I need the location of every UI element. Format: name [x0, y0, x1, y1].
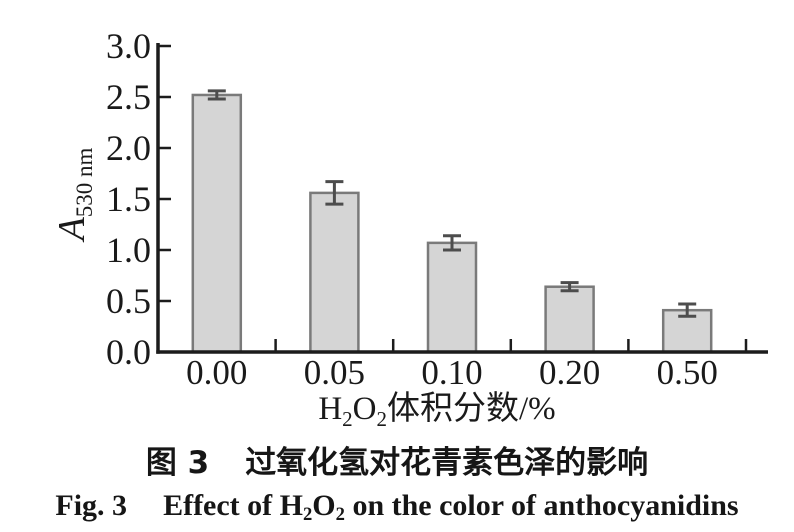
- y-tick-label-1.0: 1.0: [106, 230, 151, 270]
- y-tick-label-2.0: 2.0: [106, 128, 151, 168]
- bar-0.20: [544, 285, 595, 354]
- y-tick-label-0.5: 0.5: [106, 281, 151, 321]
- x-tick-label-0.00: 0.00: [186, 353, 247, 392]
- y-tick-label-2.5: 2.5: [106, 77, 151, 117]
- x-tick-label-0.05: 0.05: [304, 353, 365, 392]
- x-tick-label-0.10: 0.10: [421, 353, 482, 392]
- y-tick-label-3.0: 3.0: [106, 26, 151, 66]
- y-tick-label-0.0: 0.0: [106, 332, 151, 372]
- y-axis-title: A530 nm: [51, 147, 97, 243]
- caption-text: Effect of H: [163, 489, 303, 522]
- y-tick-label-1.5: 1.5: [106, 179, 151, 219]
- x-axis-title: H2O2体积分数/%: [318, 390, 555, 430]
- caption-text: Fig. 3: [55, 489, 128, 522]
- caption-text: 图 3: [145, 445, 210, 481]
- bar-0.10: [426, 241, 478, 354]
- caption-text: on the color of anthocyanidins: [344, 489, 739, 522]
- x-tick-label-0.20: 0.20: [539, 353, 600, 392]
- caption-subscript: 2: [303, 504, 313, 526]
- bar-0.05: [309, 191, 360, 354]
- bar-chart: 0.00 0.05 0.10 0.20 0.50 0.0 0.5 1.0 1.5 2.0 2.5 3.…: [51, 26, 768, 431]
- bar-0.00: [191, 93, 243, 354]
- caption-text: 过氧化氢对花青素色泽的影响: [245, 445, 649, 481]
- figure-caption-zh: 图 3 过氧化氢对花青素色泽的影响: [0, 437, 794, 482]
- caption-text: O: [312, 489, 336, 522]
- x-tick-label-0.50: 0.50: [657, 353, 718, 392]
- caption-subscript: 2: [335, 504, 345, 526]
- figure-caption-en: Fig. 3 Effect of H2O2 on the color of ant…: [0, 489, 794, 526]
